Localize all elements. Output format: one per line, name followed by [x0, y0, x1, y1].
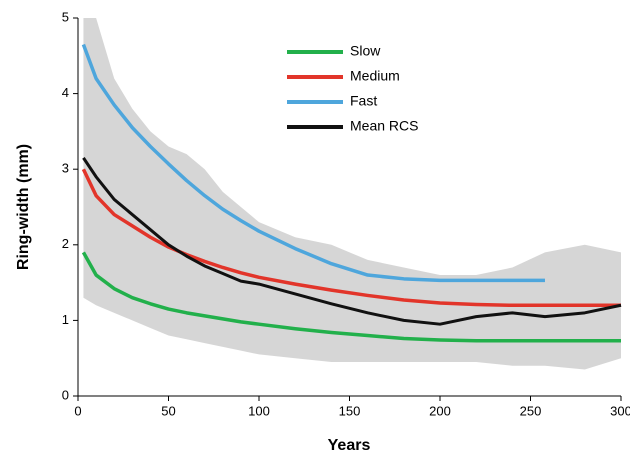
x-tick-label: 200 — [429, 403, 451, 418]
x-tick-label: 150 — [339, 403, 361, 418]
legend-label: Mean RCS — [350, 118, 418, 134]
x-tick-label: 300 — [610, 403, 630, 418]
legend-label: Fast — [350, 93, 377, 109]
y-tick-label: 5 — [62, 9, 69, 24]
x-tick-label: 50 — [161, 403, 175, 418]
y-tick-label: 0 — [62, 387, 69, 402]
series-line — [81, 251, 621, 343]
series-line — [81, 43, 545, 283]
x-tick-label: 250 — [520, 403, 542, 418]
legend-label: Slow — [350, 43, 381, 59]
legend-label: Medium — [350, 68, 400, 84]
y-tick-label: 2 — [62, 236, 69, 251]
series-line — [82, 157, 622, 326]
y-axis-title: Ring-width (mm) — [15, 144, 32, 270]
x-tick-label: 100 — [248, 403, 270, 418]
x-axis-title: Years — [328, 437, 371, 454]
y-tick-label: 3 — [62, 161, 69, 176]
series-line — [81, 168, 621, 308]
y-tick-label: 4 — [62, 85, 69, 100]
y-tick-label: 1 — [62, 312, 69, 327]
x-tick-label: 0 — [74, 403, 81, 418]
